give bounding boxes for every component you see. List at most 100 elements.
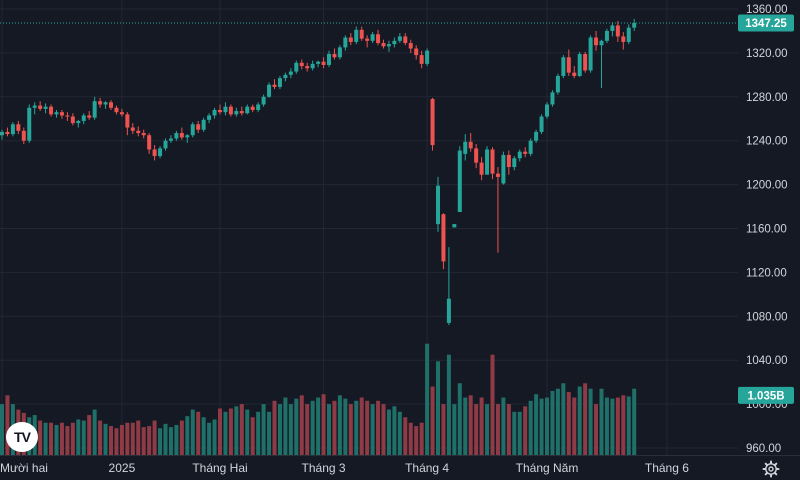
volume-bar [425, 343, 430, 455]
x-tick-label: 2025 [109, 461, 136, 475]
candle [305, 62, 310, 72]
candle [572, 66, 577, 79]
candle [566, 49, 571, 76]
candle [81, 113, 86, 125]
candle [196, 120, 201, 134]
candle [218, 104, 222, 115]
candle [528, 138, 533, 157]
volume-bar [332, 400, 337, 455]
volume-bar [228, 408, 233, 455]
candle [354, 26, 359, 45]
volume-bar [588, 388, 593, 455]
x-tick-label: Tháng 6 [645, 461, 689, 475]
candle [16, 120, 21, 135]
gear-icon[interactable] [760, 459, 782, 479]
volume-bar [534, 394, 539, 455]
volume-bar [446, 354, 451, 455]
candle [38, 101, 43, 112]
volume-bar [147, 426, 152, 455]
candle [185, 134, 190, 143]
candle [21, 127, 26, 144]
volume-bar [523, 406, 528, 455]
candle [359, 26, 364, 41]
volume-bar [397, 411, 402, 455]
candle [234, 107, 239, 117]
candle [207, 113, 212, 124]
volume-bar [479, 397, 484, 455]
x-axis[interactable]: g Mười hai 2025 Tháng Hai Tháng 3 Tháng 4 Thá… [0, 461, 689, 475]
candle [256, 102, 261, 113]
y-tick-label: 1200.00 [746, 180, 788, 192]
volume-bar [190, 409, 195, 455]
candle [392, 37, 397, 48]
volume-bar [408, 422, 413, 455]
candle [397, 33, 402, 44]
volume-bar [370, 404, 375, 455]
candles [0, 18, 637, 326]
volume-bar [545, 397, 549, 455]
volume-bar [283, 397, 288, 455]
candle [158, 146, 163, 159]
candle [321, 57, 326, 69]
candle [425, 48, 430, 67]
candle [495, 167, 500, 253]
volume-bar [365, 400, 370, 455]
logo[interactable]: TV [6, 422, 38, 452]
candle [201, 117, 206, 132]
volume-bar [43, 422, 48, 455]
candle [43, 103, 48, 114]
volume-bar [490, 354, 495, 455]
volume-bar [457, 383, 462, 455]
candle [408, 39, 413, 53]
volume-bar [119, 424, 124, 455]
volume-bar [250, 417, 255, 455]
volume-bar [419, 422, 424, 455]
candle [365, 35, 370, 48]
volume-bar [98, 420, 103, 455]
volume-bar [234, 406, 239, 455]
volume-label: 1.035B [747, 390, 784, 402]
volume-bar [615, 397, 620, 455]
candle [277, 75, 282, 90]
volume-bar [92, 409, 97, 455]
logo-mark: TV [14, 429, 31, 445]
volume-bar [114, 428, 119, 455]
y-tick-label: 1080.00 [746, 311, 788, 323]
candle [228, 104, 233, 117]
candle [267, 82, 272, 98]
candle [386, 40, 391, 52]
volume-bar [621, 395, 626, 455]
x-tick-label: Tháng 3 [302, 461, 346, 475]
candle [130, 123, 135, 135]
volume-bar [441, 404, 446, 455]
volume-bar [485, 404, 490, 455]
candle [621, 32, 626, 50]
candle [141, 129, 146, 139]
volume-bar [468, 395, 473, 455]
y-axis[interactable]: 1360.00 1320.00 1280.00 1240.00 1200.00 1160.… [746, 4, 788, 455]
volume-bar [288, 404, 293, 455]
y-tick-label: 1160.00 [746, 224, 787, 236]
volume-bar [386, 409, 391, 455]
candle [294, 60, 299, 74]
volume-bar [130, 422, 135, 455]
volume-badge: 1.035B [738, 386, 794, 404]
volume-bar [555, 388, 560, 455]
candle [381, 39, 386, 49]
candle [0, 129, 4, 140]
candle [310, 60, 315, 71]
candle [288, 68, 293, 79]
volume-bar [212, 419, 217, 455]
candle [283, 72, 288, 82]
candle [414, 45, 419, 60]
volume-bar [70, 422, 75, 455]
volume-bar [577, 386, 582, 455]
candle [490, 147, 495, 180]
volume-bar [430, 386, 435, 455]
volume-bar [474, 404, 479, 455]
candle [632, 18, 637, 31]
volume-bar [76, 419, 81, 455]
candle [136, 126, 141, 137]
volume-bar [566, 392, 571, 455]
